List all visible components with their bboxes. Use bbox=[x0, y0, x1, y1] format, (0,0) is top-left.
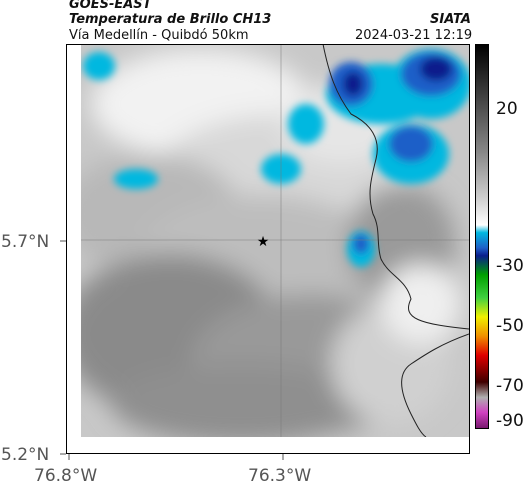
timestamp: 2024-03-21 12:19 bbox=[355, 28, 473, 43]
colorbar-tick-minus70: -70 bbox=[496, 376, 524, 396]
route-subtitle: Vía Medellín - Quibdó 50km bbox=[69, 28, 249, 43]
route-marker-star: ★ bbox=[257, 234, 270, 250]
brightness-temperature-field: ★ bbox=[81, 44, 469, 437]
colorbar-tick-minus90: -90 bbox=[496, 411, 524, 431]
product-title: Temperatura de Brillo CH13 bbox=[69, 12, 272, 27]
satellite-map[interactable]: ★ bbox=[81, 44, 469, 437]
colorbar bbox=[475, 44, 489, 429]
lat-label-5-2: 5.2°N bbox=[1, 445, 50, 465]
lon-label-76-8: 76.8°W bbox=[34, 466, 98, 486]
agency-name: SIATA bbox=[430, 12, 471, 27]
colorbar-tick-20: 20 bbox=[496, 99, 518, 119]
colorbar-tick-minus50: -50 bbox=[496, 316, 524, 336]
lat-label-5-7: 5.7°N bbox=[1, 232, 50, 252]
colorbar-gradient bbox=[476, 45, 488, 428]
satellite-name: GOES-EAST bbox=[69, 0, 152, 12]
colorbar-tick-minus30: -30 bbox=[496, 256, 524, 276]
lon-label-76-3: 76.3°W bbox=[248, 466, 312, 486]
